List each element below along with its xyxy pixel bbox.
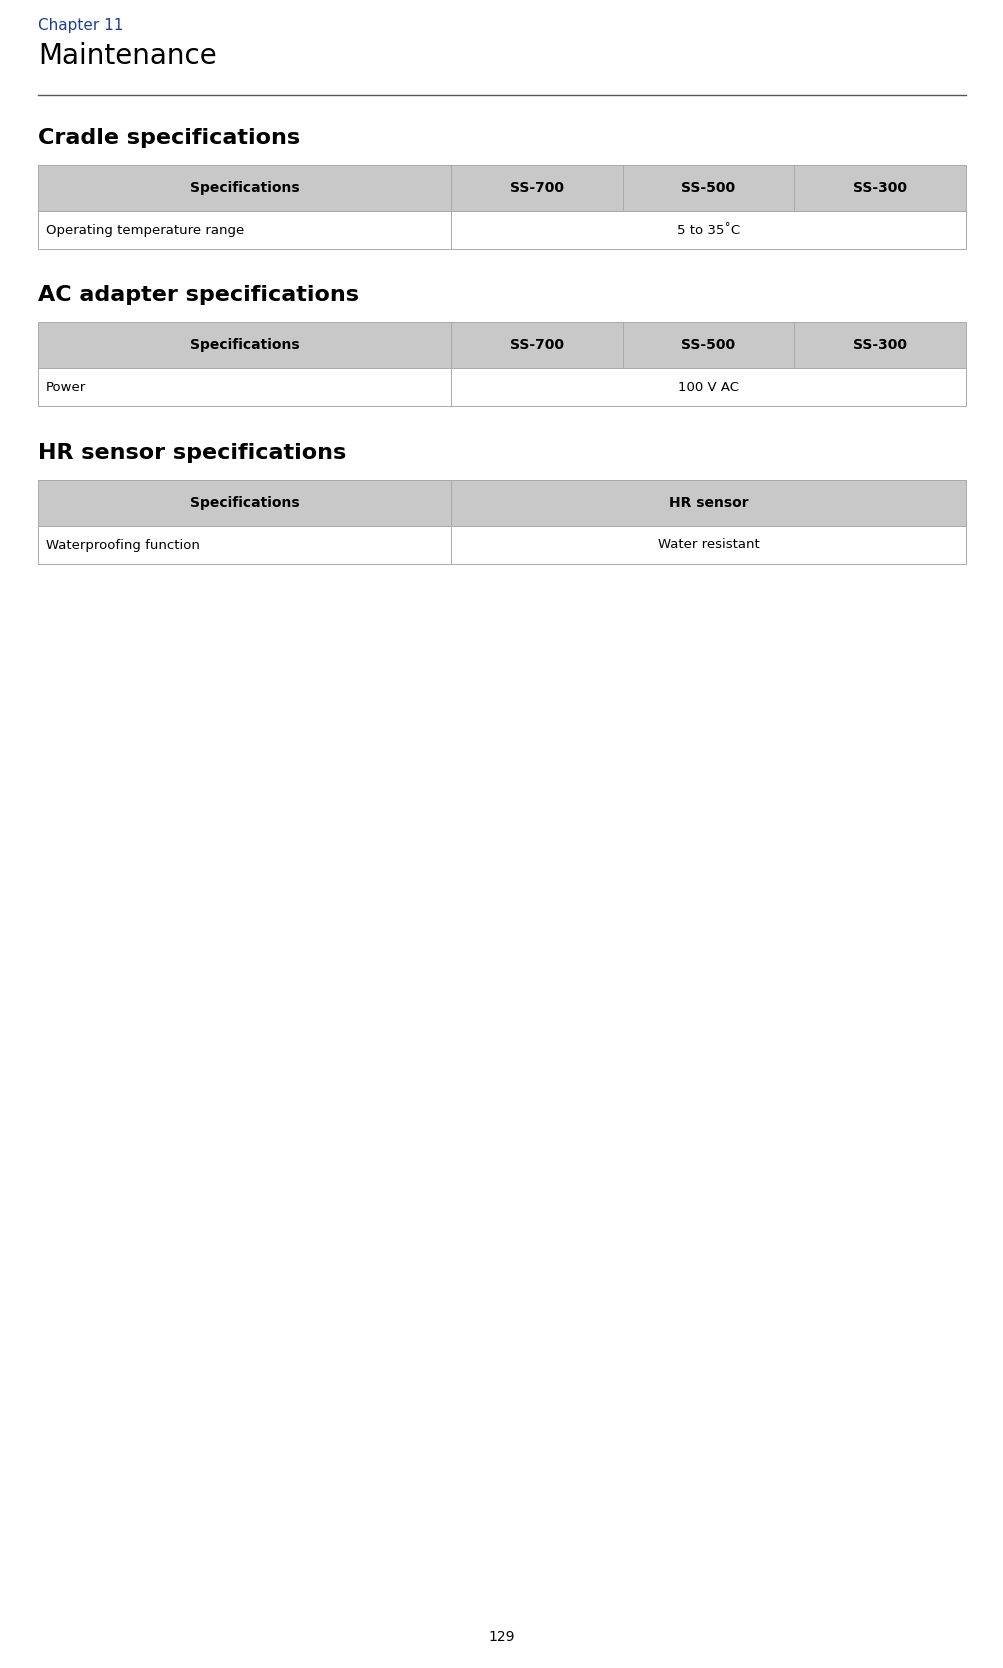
Bar bbox=[793, 165, 965, 210]
Text: Specifications: Specifications bbox=[190, 182, 299, 195]
Text: SS-300: SS-300 bbox=[853, 339, 907, 352]
Text: Waterproofing function: Waterproofing function bbox=[46, 539, 200, 552]
Text: Maintenance: Maintenance bbox=[38, 42, 217, 70]
Bar bbox=[38, 165, 450, 210]
Text: Chapter 11: Chapter 11 bbox=[38, 18, 123, 33]
Text: Power: Power bbox=[46, 380, 86, 394]
Bar bbox=[450, 525, 965, 564]
Bar bbox=[793, 322, 965, 369]
Text: Cradle specifications: Cradle specifications bbox=[38, 128, 300, 148]
Bar bbox=[38, 369, 450, 405]
Text: SS-300: SS-300 bbox=[853, 182, 907, 195]
Bar bbox=[450, 322, 622, 369]
Bar bbox=[450, 480, 965, 525]
Bar bbox=[622, 322, 793, 369]
Text: SS-700: SS-700 bbox=[510, 182, 564, 195]
Text: SS-500: SS-500 bbox=[681, 339, 735, 352]
Bar bbox=[38, 525, 450, 564]
Text: Specifications: Specifications bbox=[190, 339, 299, 352]
Text: SS-700: SS-700 bbox=[510, 339, 564, 352]
Text: 100 V AC: 100 V AC bbox=[677, 380, 738, 394]
Text: Specifications: Specifications bbox=[190, 495, 299, 510]
Bar bbox=[38, 322, 450, 369]
Bar bbox=[622, 165, 793, 210]
Text: HR sensor specifications: HR sensor specifications bbox=[38, 444, 346, 464]
Bar bbox=[450, 165, 622, 210]
Text: Operating temperature range: Operating temperature range bbox=[46, 224, 244, 237]
Bar bbox=[450, 369, 965, 405]
Text: AC adapter specifications: AC adapter specifications bbox=[38, 285, 359, 305]
Bar bbox=[38, 210, 450, 249]
Text: Water resistant: Water resistant bbox=[657, 539, 758, 552]
Text: HR sensor: HR sensor bbox=[668, 495, 747, 510]
Text: 129: 129 bbox=[488, 1630, 515, 1645]
Bar bbox=[450, 210, 965, 249]
Bar bbox=[38, 480, 450, 525]
Text: 5 to 35˚C: 5 to 35˚C bbox=[676, 224, 739, 237]
Text: SS-500: SS-500 bbox=[681, 182, 735, 195]
